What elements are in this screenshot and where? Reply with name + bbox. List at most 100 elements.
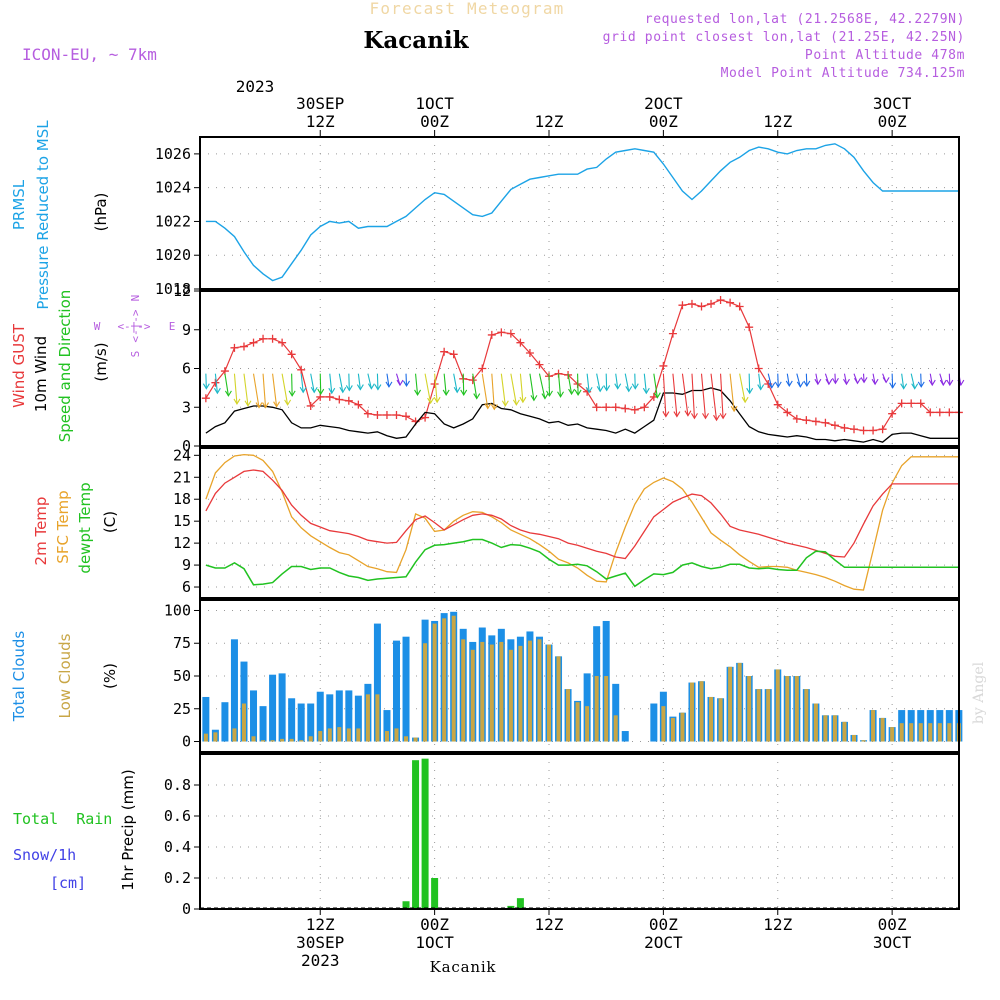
wind-arrow [481,373,489,409]
wind-arrow-head [460,389,468,397]
top-hour-label: 00Z [420,112,449,131]
wind-arrow [548,373,551,396]
gust-marker [916,399,925,408]
wind-arrow [338,373,344,393]
wind-arrow [319,373,322,395]
low-cloud-bar [499,641,504,742]
total-cloud-bar [278,673,286,742]
wind-arrow [767,373,773,388]
low-clouds-label: Low Clouds [56,633,74,718]
top-hour-label: 12Z [763,112,792,131]
y-tick-label: 0.8 [164,776,191,794]
wind-arrow-head [546,390,553,397]
y-tick-label: 9 [182,556,191,574]
panel-frame [199,599,960,753]
low-cloud-bar [842,721,847,742]
wind-arrow-head [625,386,633,393]
y-tick-label: 1022 [155,212,191,230]
y-tick-label: 12 [173,282,191,300]
gust-marker [535,360,544,369]
low-cloud-bar [871,710,876,742]
wind-arrow-head [244,400,252,407]
wind-dir-label: Speed and Direction [56,290,74,443]
low-cloud-bar [299,740,304,742]
gust-label: Wind GUST [10,323,28,408]
requested-point-label: requested lon,lat (21.2568E, 42.2279N) [645,12,965,27]
wind-arrow-head [741,396,749,404]
wind-arrow [376,373,379,390]
total-cloud-bar [269,674,277,742]
wind-arrow [443,373,447,396]
gust-marker [678,301,687,310]
y-tick-label: 15 [173,512,191,530]
wind-arrow-head [213,387,221,395]
y-tick-label: 1020 [155,246,191,264]
wind-arrow-head [328,387,336,395]
bottom-time-label: 12Z [535,915,564,934]
gust-marker [249,338,258,347]
rain-bar [402,901,410,909]
wind-arrow-head [414,389,422,397]
low-cloud-bar [375,694,380,742]
low-cloud-bar [718,698,723,742]
low-cloud-bar [470,649,475,742]
total-cloud-bar [307,703,315,742]
wind-arrow-head [757,384,765,391]
low-cloud-bar [794,676,799,742]
wind-arrow-head [928,379,936,387]
wind-arrow [910,373,916,389]
total-clouds-label: Total Clouds [10,631,28,723]
low-cloud-bar [566,689,571,742]
gust-marker [239,342,248,351]
wind-arrow-head [814,378,822,386]
compass-east: E [169,320,176,333]
wind-arrow-head [541,393,549,400]
wind-arrow [586,373,590,393]
wind-arrow-head [825,378,833,386]
top-date-label: 1OCT [415,94,454,113]
wind-arrow [758,373,762,390]
rain-bar [431,878,439,909]
low-cloud-bar [852,734,857,742]
wind-arrow-head [614,383,622,390]
prmsl-long-label: Pressure Reduced to MSL [34,120,52,310]
gust-marker [630,405,639,414]
footer-location: Kacanik [430,958,497,976]
gust-marker [344,396,353,405]
gust-marker [363,409,372,418]
low-cloud-bar [594,676,599,742]
wind-arrow [605,373,608,391]
wind-arrow [424,373,432,404]
wind-arrow-head [882,377,890,384]
wind-arrow-head [356,384,364,391]
gust-marker [325,392,334,401]
low-cloud-bar [670,717,675,742]
gust-marker [878,425,887,434]
sfc-temp-label: SFC Temp [54,490,72,563]
bottom-time-label: 3OCT [873,933,912,952]
y-tick-label: 6 [182,578,191,596]
gust-marker [726,298,735,307]
wind-arrow [272,373,278,407]
low-cloud-bar [404,736,409,742]
sfc-temp-line [205,453,959,591]
product-title: Forecast Meteogram [370,0,565,18]
total-cloud-bar [288,698,296,742]
low-cloud-bar [423,643,428,742]
wind-arrow [472,373,478,399]
wind-arrow-head [339,386,347,394]
gust-marker [850,425,859,434]
wind-arrow-head [796,381,804,388]
wind-arrow-head [900,383,908,390]
y-tick-label: 0.2 [164,869,191,887]
wind-arrow-head [691,413,698,420]
low-cloud-bar [575,702,580,742]
t2m-line [205,469,959,560]
y-tick-label: 0 [182,437,191,455]
wind-arrow [681,373,689,416]
wind-arrow-head [871,378,879,386]
wind-arrow [948,373,951,386]
rain-bar [516,898,524,909]
wind-arrow [557,373,562,397]
